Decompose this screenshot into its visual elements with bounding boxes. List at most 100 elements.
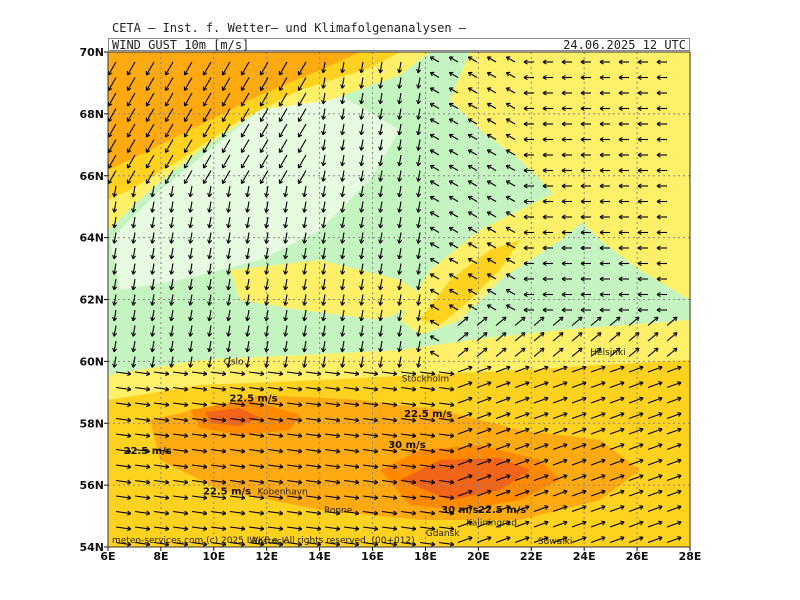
- wind-arrow: [340, 340, 346, 353]
- wind-arrow: [397, 247, 403, 260]
- wind-arrow: [245, 294, 251, 306]
- wind-arrow: [533, 474, 549, 482]
- wind-arrow: [476, 316, 488, 326]
- wind-arrow: [321, 356, 327, 368]
- wind-arrow: [438, 371, 455, 377]
- wind-arrow: [628, 489, 644, 497]
- wind-arrow: [150, 185, 156, 198]
- wind-arrow: [590, 489, 606, 497]
- wind-arrow: [286, 541, 303, 547]
- wind-arrow: [457, 347, 469, 357]
- wind-arrow: [359, 278, 365, 291]
- wind-arrow: [321, 108, 327, 120]
- wind-arrow: [609, 332, 621, 342]
- wind-arrow: [666, 412, 682, 420]
- wind-arrow: [486, 102, 497, 109]
- wind-arrow: [126, 92, 136, 107]
- wind-arrow: [264, 325, 270, 337]
- wind-arrow: [552, 505, 568, 513]
- wind-arrow: [514, 396, 530, 404]
- wind-arrow: [381, 479, 398, 485]
- wind-arrow: [552, 536, 568, 544]
- wind-arrow: [609, 412, 625, 420]
- wind-arrow: [400, 526, 417, 532]
- wind-arrow: [561, 198, 572, 205]
- wind-arrow: [305, 510, 322, 516]
- wind-arrow: [343, 433, 360, 439]
- contour-label: 22.5 m/s: [229, 394, 277, 405]
- wind-arrow: [169, 263, 175, 275]
- wind-arrow: [495, 458, 511, 466]
- wind-arrow: [172, 479, 189, 485]
- wind-arrow: [666, 332, 678, 342]
- wind-arrow: [286, 448, 303, 454]
- wind-arrow: [153, 510, 170, 516]
- lat-tick-label: 62N: [79, 294, 104, 307]
- wind-arrow: [580, 198, 591, 205]
- wind-arrow: [302, 263, 308, 275]
- wind-arrow: [321, 123, 327, 136]
- wind-arrow: [378, 170, 384, 182]
- wind-arrow: [618, 183, 629, 189]
- wind-arrow: [321, 61, 327, 74]
- wind-arrow: [476, 365, 492, 373]
- wind-arrow: [362, 495, 379, 501]
- wind-arrow: [324, 526, 341, 532]
- wind-arrow: [476, 412, 492, 420]
- wind-arrow: [145, 108, 155, 122]
- wind-arrow: [514, 520, 530, 528]
- wind-arrow: [305, 448, 322, 454]
- wind-arrow: [419, 433, 436, 439]
- wind-arrow: [378, 278, 384, 291]
- wind-arrow: [400, 464, 417, 470]
- wind-arrow: [438, 510, 455, 516]
- wind-arrow: [561, 105, 572, 112]
- wind-arrow: [286, 526, 303, 532]
- contour-lightgreen-n: [110, 95, 400, 290]
- wind-arrow: [115, 526, 132, 532]
- wind-arrow: [457, 474, 473, 482]
- wind-arrow: [131, 247, 137, 260]
- wind-arrow: [226, 247, 232, 260]
- wind-arrow: [229, 510, 246, 516]
- wind-arrow: [340, 247, 346, 260]
- wind-arrow: [666, 458, 682, 466]
- wind-arrow: [397, 185, 403, 198]
- wind-arrow: [599, 229, 610, 236]
- wind-arrow: [419, 510, 436, 516]
- wind-arrow: [523, 167, 534, 174]
- wind-arrow: [362, 479, 379, 485]
- wind-arrow: [221, 92, 231, 107]
- wind-arrow: [378, 356, 384, 368]
- wind-arrow: [429, 273, 440, 280]
- wind-arrow: [283, 356, 289, 368]
- city-label: Ronne: [324, 506, 353, 516]
- lon-tick-label: 26E: [626, 550, 649, 563]
- wind-arrow: [571, 489, 587, 497]
- wind-arrow: [283, 340, 289, 353]
- wind-arrow: [656, 136, 667, 143]
- wind-arrow: [505, 211, 516, 218]
- wind-arrow: [523, 90, 534, 96]
- lon-tick-label: 28E: [679, 550, 702, 563]
- wind-arrow: [226, 325, 232, 337]
- wind-arrow: [359, 309, 365, 322]
- wind-arrow: [656, 260, 667, 267]
- wind-arrow: [457, 332, 469, 342]
- wind-arrow: [153, 417, 170, 423]
- wind-arrow: [226, 185, 232, 198]
- wind-arrow: [523, 59, 534, 65]
- wind-arrow: [397, 201, 403, 213]
- wind-arrow: [628, 443, 644, 451]
- wind-arrow: [476, 458, 492, 466]
- lat-tick-label: 60N: [79, 355, 104, 368]
- wind-arrow: [210, 433, 227, 439]
- wind-arrow: [416, 216, 422, 229]
- wind-arrow: [476, 520, 492, 528]
- wind-arrow: [207, 294, 213, 306]
- wind-arrow: [637, 307, 648, 313]
- wind-arrow: [467, 102, 478, 109]
- wind-arrow: [486, 180, 497, 187]
- wind-arrow: [131, 263, 137, 275]
- wind-arrow: [647, 427, 663, 435]
